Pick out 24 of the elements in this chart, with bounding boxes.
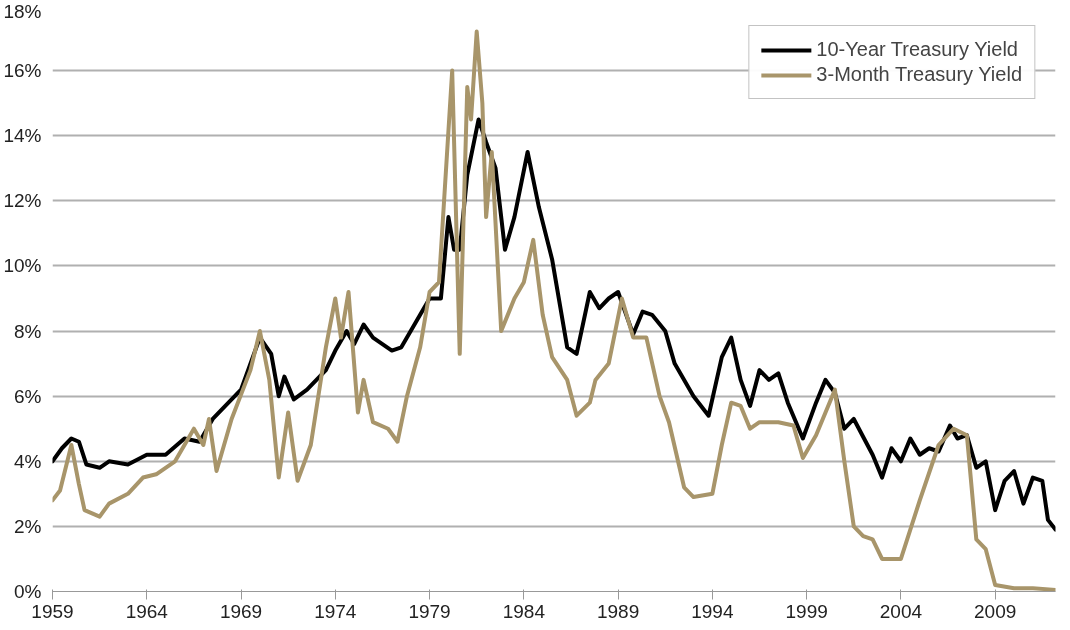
x-tick-label: 1969 [219,600,263,622]
y-tick-label: 0% [14,581,42,602]
y-tick-label: 2% [14,515,42,537]
x-tick-label: 2009 [974,600,1017,622]
y-tick-label: 6% [14,385,42,407]
x-tick-label: 1959 [31,600,74,622]
y-tick-label: 10% [3,255,42,277]
x-tick-label: 1964 [125,600,169,622]
line-series [52,29,1056,592]
y-tick-label: 4% [14,450,42,472]
y-tick-label: 8% [14,320,42,342]
x-tick-label: 2004 [879,600,923,622]
x-tick-label: 1994 [691,600,734,622]
x-tick-label: 1974 [314,600,357,622]
x-tick-label: 1979 [408,600,451,622]
y-tick-label: 16% [3,60,42,82]
x-tick-label: 1989 [596,600,640,622]
y-tick-label: 18% [3,0,42,22]
legend-label: 10-Year Treasury Yield [816,38,1018,61]
y-tick-label: 12% [3,190,42,212]
x-tick-label: 1999 [785,600,828,622]
x-tick-label: 1984 [502,600,546,622]
legend-label: 3-Month Treasury Yield [816,63,1022,86]
y-tick-label: 14% [3,125,42,147]
